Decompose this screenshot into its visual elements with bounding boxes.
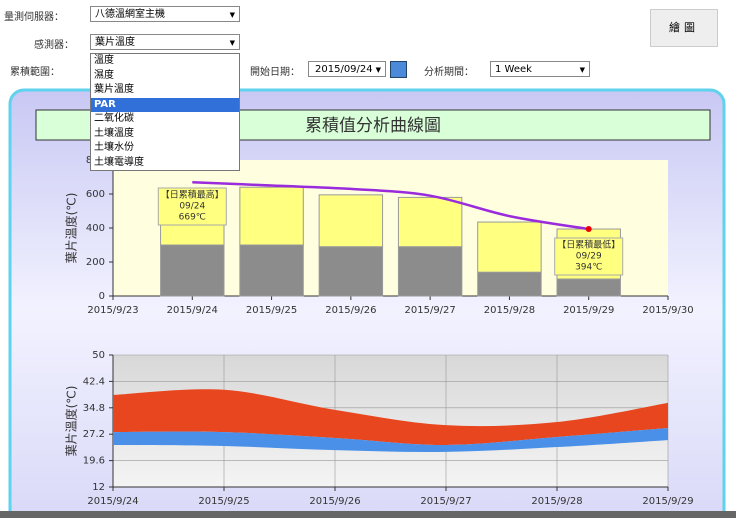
y-tick-label: 400: [86, 223, 105, 234]
x-tick-label: 2015/9/29: [642, 496, 693, 507]
draw-button[interactable]: 繪圖: [650, 9, 718, 47]
x-tick-label: 2015/9/24: [87, 496, 138, 507]
dropdown-option[interactable]: 土壤電導度: [94, 156, 144, 168]
bar-segment: [397, 196, 463, 248]
y-tick-label: 42.4: [83, 376, 105, 387]
dropdown-option[interactable]: 二氧化碳: [94, 113, 134, 124]
x-tick-label: 2015/9/27: [420, 496, 471, 507]
period-select[interactable]: 1 Week: [490, 61, 590, 78]
y-axis-label: 葉片溫度(℃): [64, 386, 79, 457]
x-tick-label: 2015/9/25: [246, 305, 297, 316]
y-tick-label: 12: [92, 482, 105, 493]
x-tick-label: 2015/9/26: [309, 496, 360, 507]
dropdown-list: 溫度濕度葉片溫度 PAR 二氧化碳土壤溫度土壤水份土壤電導度: [90, 53, 240, 171]
x-tick-label: 2015/9/27: [405, 305, 456, 316]
date-input[interactable]: 2015/09/24: [308, 61, 386, 78]
bar-segment: [239, 186, 304, 246]
label: 累積範圍：: [10, 67, 60, 78]
bar-segment: [477, 221, 542, 273]
dropdown-option[interactable]: PAR: [91, 97, 239, 112]
label: 量測伺服器：: [4, 12, 64, 23]
label: 感測器：: [34, 40, 74, 51]
x-tick-label: 2015/9/24: [167, 305, 218, 316]
label: 開始日期：: [250, 67, 300, 78]
annotation-text: 【日累積最高】: [161, 189, 224, 201]
x-tick-label: 2015/9/26: [325, 305, 376, 316]
dropdown-option[interactable]: 溫度: [94, 55, 114, 66]
point-marker: [585, 226, 592, 233]
y-tick-label: 50: [92, 350, 105, 361]
y-tick-label: 34.8: [83, 403, 105, 414]
annotation-box: [157, 187, 227, 226]
bar-segment: [397, 246, 463, 297]
bar-segment: [318, 246, 384, 297]
label: 分析期間：: [424, 67, 474, 78]
bar-segment: [556, 278, 621, 297]
y-tick-label: 27.2: [83, 429, 105, 440]
y-tick-label: 600: [86, 189, 105, 200]
bar-segment: [160, 244, 225, 297]
y-axis-label: 葉片溫度(℃): [64, 193, 79, 264]
x-tick-label: 2015/9/25: [198, 496, 249, 507]
y-tick-label: 0: [99, 291, 105, 302]
x-tick-label: 2015/9/28: [531, 496, 582, 507]
x-tick-label: 2015/9/23: [87, 305, 138, 316]
dropdown-option[interactable]: 濕度: [94, 69, 114, 81]
x-tick-label: 2015/9/30: [642, 305, 693, 316]
x-tick-label: 2015/9/28: [484, 305, 535, 316]
calendar-icon[interactable]: [390, 61, 407, 78]
dropdown-option[interactable]: 土壤水份: [94, 142, 134, 153]
area-band: [113, 389, 668, 445]
area-band: [113, 427, 668, 453]
y-tick-label: 200: [86, 257, 105, 268]
annotation-text: 394℃: [575, 263, 602, 273]
dropdown-option[interactable]: 葉片溫度: [94, 84, 134, 95]
bar-segment: [477, 271, 542, 297]
annotation-text: 09/29: [576, 252, 602, 262]
annotation-text: 09/24: [179, 202, 205, 212]
line: [192, 181, 589, 231]
sensor-select[interactable]: 葉片溫度: [90, 34, 240, 51]
server-select[interactable]: 八德溫網室主機: [90, 6, 240, 23]
annotation-box: [554, 237, 624, 276]
y-tick-label: 19.6: [83, 456, 105, 467]
annotation-text: 669℃: [179, 213, 206, 223]
bar-segment: [318, 194, 384, 248]
x-tick-label: 2015/9/29: [563, 305, 614, 316]
bottom-bar: [0, 511, 736, 518]
dropdown-option[interactable]: 土壤溫度: [94, 127, 134, 139]
date-value: 2015/09/24: [315, 64, 373, 75]
bar-segment: [239, 244, 304, 297]
panel-title: 累積值分析曲線圖: [305, 116, 441, 136]
annotation-text: 【日累積最低】: [557, 239, 620, 251]
